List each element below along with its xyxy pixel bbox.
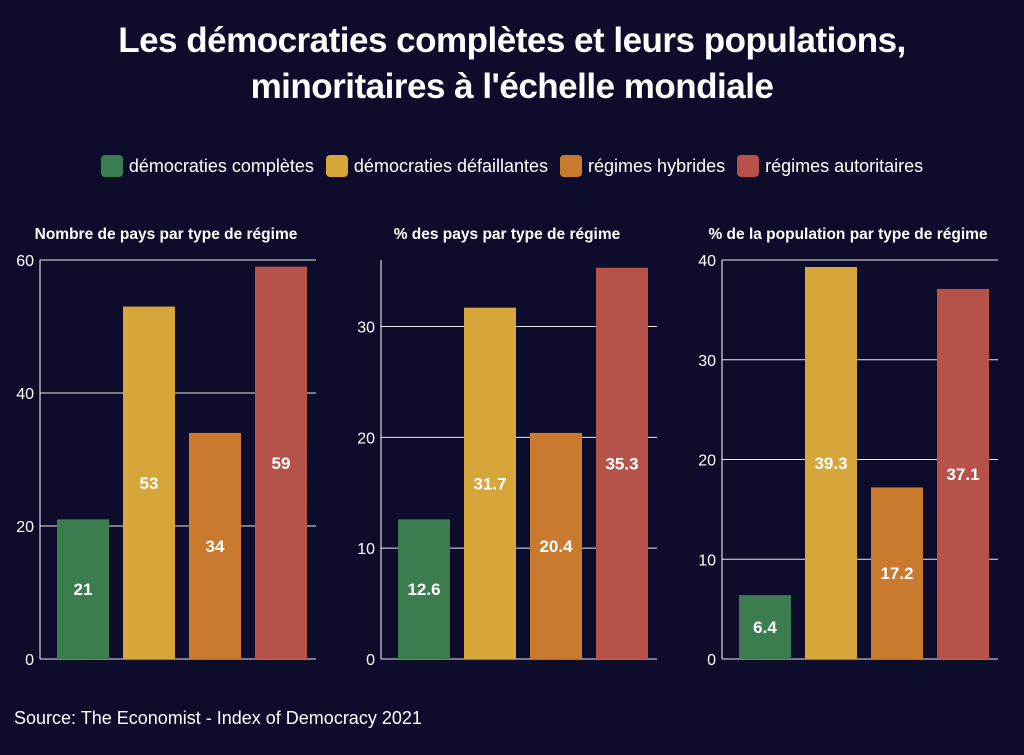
legend-label: démocraties défaillantes [353,155,549,176]
legend-item-full-democracies: démocraties complètes [100,155,314,177]
bar [871,487,923,659]
legend-swatch [560,155,583,177]
data-label: 53 [140,474,159,493]
legend-label: démocraties complètes [128,155,314,176]
source-note: Source: The Economist - Index of Democra… [14,708,422,728]
bar [739,595,791,659]
chart-panel-3: % de la population par type de régime 0 10… [698,226,998,669]
data-label: 34 [206,537,225,556]
data-label: 6.4 [753,618,777,637]
panel-title: Nombre de pays par type de régime [35,226,298,243]
bar [596,267,648,659]
data-label: 39.3 [814,454,847,473]
bar [530,432,582,659]
panel-title: % de la population par type de régime [708,226,987,243]
data-label: 31.7 [473,474,506,493]
chart-title-line-1: Les démocraties complètes et leurs popul… [118,21,906,60]
legend-swatch [100,155,123,177]
panel-title: % des pays par type de régime [394,226,621,243]
y-tick-label: 20 [16,519,34,536]
y-tick-label: 0 [707,652,716,669]
bar [255,266,307,659]
chart-title-line-2: minoritaires à l'échelle mondiale [250,67,774,106]
legend-label: régimes hybrides [588,155,726,176]
chart-panel-1: Nombre de pays par type de régime 0 20 40 60… [16,226,316,669]
y-tick-label: 30 [357,320,375,337]
legend-swatch [737,155,760,177]
bar [805,266,857,659]
y-tick-label: 20 [698,453,716,470]
legend-item-flawed-democracies: démocraties défaillantes [325,155,549,177]
legend-item-hybrid-regimes: régimes hybrides [560,155,725,177]
legend-swatch [325,155,348,177]
y-tick-label: 0 [25,652,34,669]
y-tick-label: 10 [698,552,716,569]
legend: démocraties complètes démocraties défail… [0,155,1024,177]
bar [464,307,516,659]
bar [123,306,175,659]
data-label: 12.6 [407,580,440,599]
y-tick-label: 60 [16,253,34,270]
chart-title: Les démocraties complètes et leurs popul… [0,18,1024,110]
data-label: 20.4 [539,537,573,556]
data-label: 21 [74,580,93,599]
data-label: 37.1 [946,465,979,484]
y-tick-label: 30 [698,353,716,370]
y-tick-label: 20 [357,430,375,447]
data-label: 17.2 [880,564,913,583]
y-tick-label: 0 [366,652,375,669]
legend-label: régimes autoritaires [765,155,924,176]
bar [189,432,241,659]
y-tick-label: 40 [16,386,34,403]
bar [57,519,109,659]
y-tick-label: 10 [357,541,375,558]
bar [937,288,989,659]
y-tick-label: 40 [698,253,716,270]
bar [398,519,450,659]
chart-panel-2: % des pays par type de régime 0 10 20 30 12.6… [357,226,657,669]
legend-item-authoritarian-regimes: régimes autoritaires [737,155,923,177]
data-label: 35.3 [605,454,638,473]
data-label: 59 [272,454,291,473]
